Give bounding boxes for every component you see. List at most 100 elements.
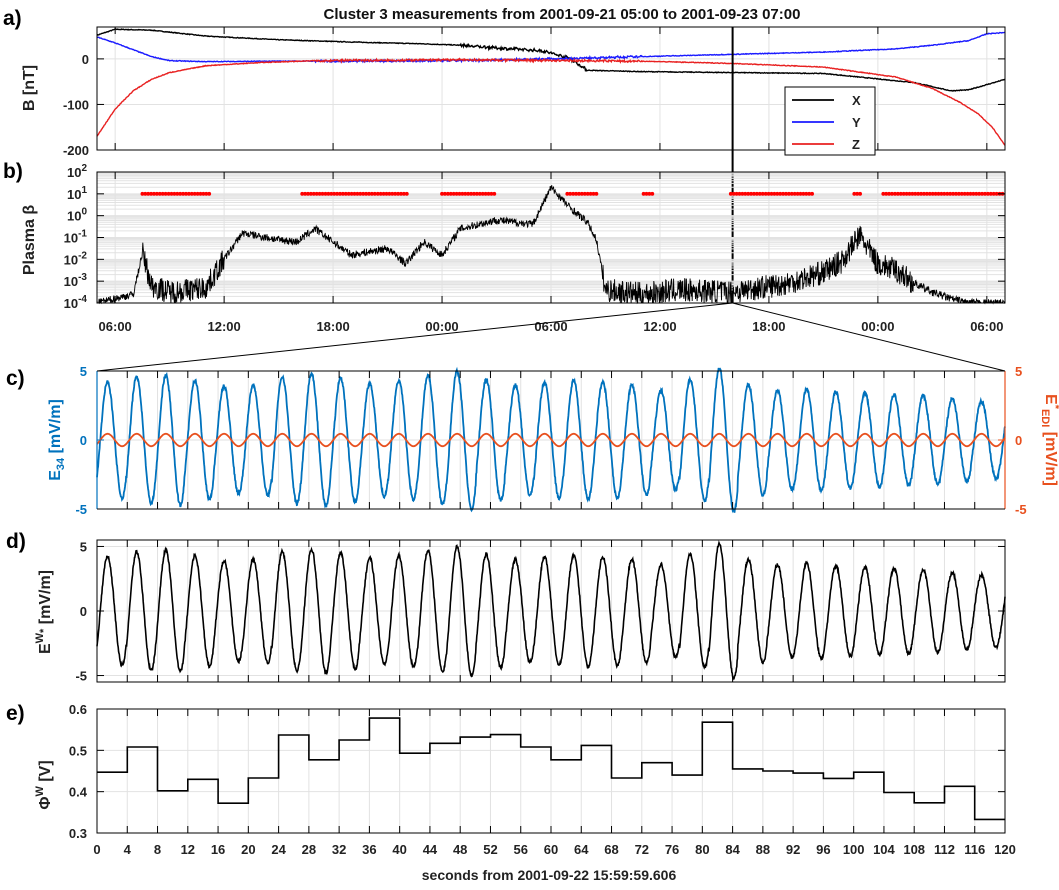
beta-red-point	[184, 191, 188, 196]
beta-red-point	[320, 191, 325, 196]
beta-red-point	[172, 191, 177, 196]
beta-red-point	[641, 191, 646, 196]
beta-red-point	[381, 191, 386, 196]
panel-e-xtick: 80	[695, 842, 709, 857]
series-beta	[96, 185, 1006, 305]
beta-red-point	[364, 191, 368, 196]
beta-red-point	[155, 191, 159, 196]
beta-red-point	[991, 191, 996, 196]
beta-red-point	[988, 191, 993, 196]
time-tick-label: 18:00	[316, 319, 349, 334]
beta-red-point	[582, 191, 587, 196]
beta-red-point	[977, 191, 982, 196]
time-tick-label: 12:00	[643, 319, 676, 334]
panel-c-e34: 5 5 0 0 -5 -5	[75, 364, 1026, 517]
beta-red-point	[396, 191, 400, 196]
beta-red-point	[448, 191, 453, 196]
beta-red-point	[884, 191, 889, 196]
beta-red-point	[349, 191, 354, 196]
panel-e-xtick: 8	[154, 842, 161, 857]
panel-e-xtick: 72	[635, 842, 649, 857]
panel-e-xtick: 12	[181, 842, 195, 857]
beta-red-point	[440, 191, 444, 196]
beta-red-point	[574, 191, 578, 196]
beta-red-point	[169, 191, 174, 196]
series-edi	[96, 432, 1006, 448]
beta-red-point	[329, 191, 334, 196]
beta-red-point	[775, 191, 780, 196]
beta-red-point	[901, 191, 906, 196]
panel-e-ytick: 0.5	[69, 743, 87, 758]
panel-e-xtick: 76	[665, 842, 679, 857]
beta-red-point	[907, 191, 912, 196]
legend-label-z: Z	[852, 137, 860, 152]
beta-red-point	[568, 191, 573, 196]
panel-d-ylabel: EW* [mV/m]	[34, 570, 54, 654]
beta-red-point	[731, 191, 736, 196]
beta-red-point	[757, 191, 762, 196]
beta-red-point	[378, 191, 383, 196]
beta-red-point	[644, 191, 649, 196]
panel-e-xtick: 0	[93, 842, 100, 857]
beta-red-point	[404, 191, 409, 196]
beta-red-point	[752, 191, 756, 196]
beta-red-point	[460, 191, 465, 196]
beta-red-point	[326, 191, 331, 196]
panel-c-ytick-left: -5	[75, 502, 87, 517]
beta-red-point	[317, 191, 322, 196]
beta-red-point	[480, 191, 485, 196]
panel-label-a: a)	[3, 7, 22, 30]
beta-red-point	[965, 191, 970, 196]
beta-red-point	[585, 191, 590, 196]
beta-red-point	[948, 191, 953, 196]
beta-red-point	[466, 191, 471, 196]
beta-red-point	[303, 191, 307, 196]
panel-e-ytick: 0.4	[69, 785, 88, 800]
panel-label-b: b)	[3, 160, 23, 183]
beta-red-point	[893, 191, 897, 196]
beta-red-point	[887, 191, 891, 196]
beta-red-point	[890, 191, 894, 196]
panel-e-xtick: 32	[332, 842, 346, 857]
beta-red-point	[175, 191, 180, 196]
panel-d-ytick: -5	[75, 669, 87, 684]
panel-d-ew: 5 0 -5	[75, 539, 1006, 684]
panel-e-ytick: 0.6	[69, 702, 87, 717]
panel-e-ytick: 0.3	[69, 826, 87, 841]
beta-red-point	[187, 191, 191, 196]
beta-red-point	[855, 191, 860, 196]
panel-e-xtick: 16	[211, 842, 225, 857]
time-tick-label: 12:00	[207, 319, 240, 334]
beta-red-point	[789, 191, 794, 196]
beta-red-point	[974, 191, 979, 196]
beta-red-point	[933, 191, 938, 196]
beta-red-point	[930, 191, 935, 196]
zoom-line-right	[732, 302, 1006, 372]
time-tick-label: 06:00	[99, 319, 132, 334]
panel-e-xtick: 84	[725, 842, 740, 857]
beta-red-point	[980, 191, 984, 196]
panel-e-phi: 0.60.50.40.30 4 8 12 16 20 24 28 32 36 40 44 48 52 56 6…	[69, 702, 1016, 857]
panel-e-frame	[96, 708, 1006, 834]
beta-red-point	[338, 191, 342, 196]
beta-red-point	[341, 191, 345, 196]
beta-red-point	[954, 191, 958, 196]
beta-red-point	[201, 191, 206, 196]
beta-red-point	[332, 191, 337, 196]
panel-c-ytick-right: 5	[1015, 364, 1022, 379]
beta-red-point	[323, 191, 328, 196]
beta-red-point	[446, 191, 450, 196]
beta-red-point	[858, 191, 862, 196]
beta-red-point	[942, 191, 947, 196]
beta-red-point	[457, 191, 462, 196]
panel-e-xtick: 20	[241, 842, 255, 857]
beta-red-point	[483, 191, 488, 196]
beta-red-point	[588, 191, 593, 196]
beta-red-point	[314, 191, 319, 196]
beta-red-point	[477, 191, 482, 196]
panel-e-xtick: 88	[756, 842, 770, 857]
zoom-line-left	[96, 302, 733, 372]
panel-a-frame	[96, 26, 1006, 151]
beta-red-point	[925, 191, 929, 196]
